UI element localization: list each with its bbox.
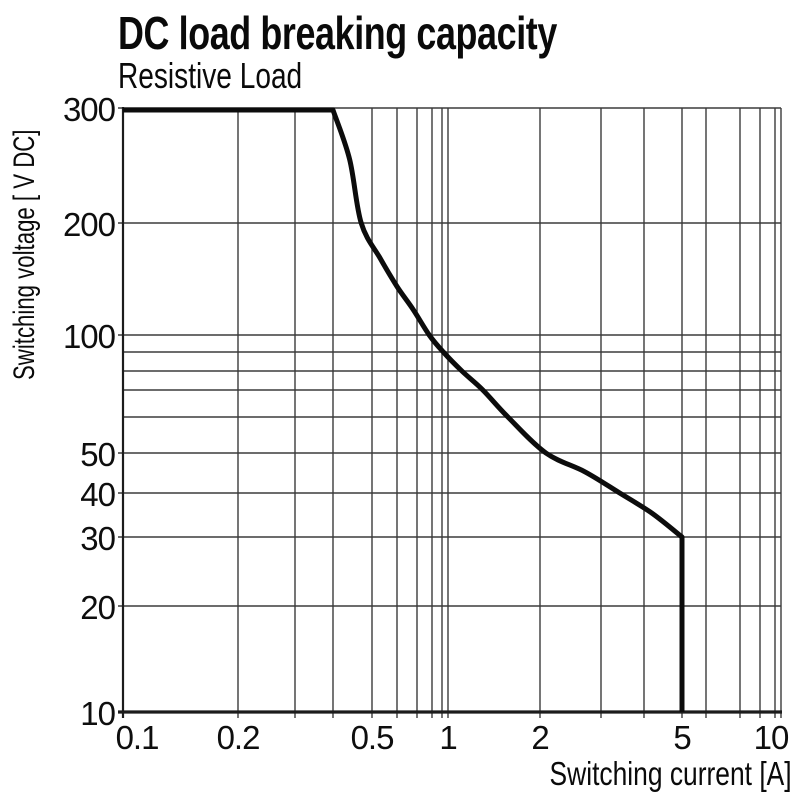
x-tick-label-5: 5 xyxy=(673,719,690,756)
y-tick-label-50: 50 xyxy=(80,436,115,473)
breaking-capacity-curve xyxy=(123,107,685,712)
x-tick-label-2: 2 xyxy=(531,719,548,756)
y-tick-label-300: 300 xyxy=(63,91,116,128)
y-tick-label-10: 10 xyxy=(80,695,115,732)
y-tick-label-40: 40 xyxy=(80,476,115,513)
y-tick-label-30: 30 xyxy=(80,520,115,557)
y-tick-label-200: 200 xyxy=(63,206,116,243)
y-tick-label-20: 20 xyxy=(80,589,115,626)
chart-subtitle: Resistive Load xyxy=(118,55,303,96)
x-tick-label-0.2: 0.2 xyxy=(217,719,260,756)
x-tick-label-0.5: 0.5 xyxy=(351,719,394,756)
y-tick-label-100: 100 xyxy=(63,318,116,355)
x-tick-label-0.1: 0.1 xyxy=(116,719,159,756)
x-axis-title: Switching current [A] xyxy=(549,755,792,792)
x-tick-label-1: 1 xyxy=(439,719,456,756)
chart-title: DC load breaking capacity xyxy=(118,7,557,59)
x-tick-label-10: 10 xyxy=(754,719,789,756)
